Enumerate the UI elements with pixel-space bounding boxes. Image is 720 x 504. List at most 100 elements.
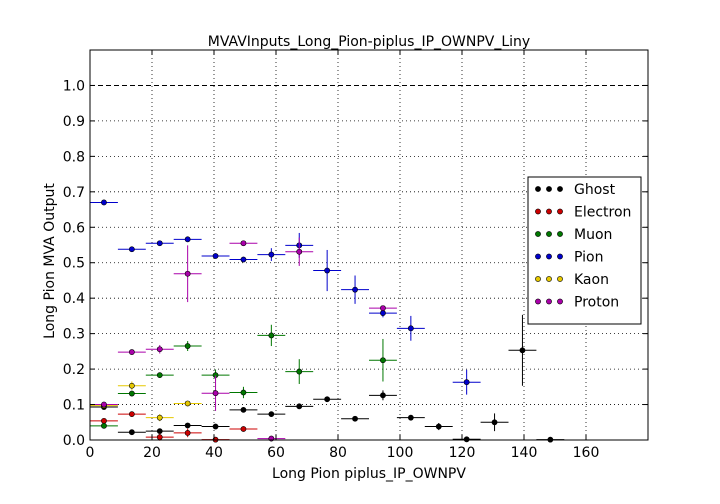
legend-marker <box>546 208 552 215</box>
x-tick-label: 140 <box>511 445 538 461</box>
y-tick-label: 0.6 <box>63 220 85 236</box>
data-point <box>324 267 331 274</box>
data-point <box>407 414 414 421</box>
legend-marker <box>546 298 552 305</box>
legend-marker <box>535 208 541 215</box>
x-tick-label: 160 <box>573 445 600 461</box>
legend-marker <box>535 231 541 237</box>
data-point <box>101 422 107 429</box>
x-tick-label: 80 <box>329 445 347 461</box>
series-pion <box>90 199 481 395</box>
legend-marker <box>557 208 563 215</box>
data-point <box>352 415 358 422</box>
x-tick-label: 40 <box>205 445 223 461</box>
data-point <box>491 419 498 426</box>
legend-marker <box>546 186 552 192</box>
x-axis-ticks: 0 20 40 60 80 100 120 140 160 <box>86 50 600 461</box>
legend-box <box>527 176 642 325</box>
y-tick-label: 0.7 <box>63 185 85 201</box>
data-point <box>156 434 163 441</box>
legend-marker <box>546 276 552 282</box>
data-point <box>463 436 470 443</box>
plot-frame <box>89 49 649 441</box>
legend-marker <box>557 231 563 237</box>
legend-item: Kaon <box>535 272 609 288</box>
data-point <box>435 423 442 430</box>
legend-marker <box>557 276 563 282</box>
data-point <box>184 422 191 429</box>
data-point <box>240 426 247 432</box>
legend-label: Kaon <box>574 272 609 288</box>
data-point <box>380 392 386 399</box>
legend: Ghost Electron Muon Pion Kaon Proton <box>527 176 642 325</box>
data-point <box>128 390 135 397</box>
legend-marker <box>546 253 552 260</box>
legend-marker <box>535 253 541 260</box>
x-tick-label: 100 <box>387 445 414 461</box>
y-axis-ticks: 0.0 0.1 0.2 0.3 0.4 0.5 0.6 0.7 0.8 0.9 1.0 <box>63 78 648 449</box>
data-point <box>156 346 163 353</box>
x-tick-label: 0 <box>86 445 95 461</box>
data-point <box>212 253 219 259</box>
data-point <box>212 390 219 397</box>
data-point <box>296 248 303 255</box>
data-point <box>268 251 275 258</box>
data-point <box>156 428 163 435</box>
data-point <box>128 246 135 253</box>
data-point <box>156 414 163 421</box>
data-point <box>184 400 191 407</box>
y-tick-label: 0.5 <box>63 256 85 272</box>
series-proton <box>90 237 397 442</box>
legend-item: Muon <box>535 227 612 243</box>
data-point <box>128 349 135 355</box>
legend-item: Proton <box>535 295 619 311</box>
data-point <box>101 401 107 408</box>
data-point <box>519 347 526 354</box>
data-point <box>101 199 107 206</box>
y-axis-label: Long Pion MVA Output <box>42 183 58 339</box>
data-point <box>296 368 303 375</box>
legend-marker <box>535 186 541 192</box>
data-point <box>407 325 414 332</box>
data-point <box>463 379 470 386</box>
legend-label: Proton <box>574 295 619 311</box>
data-point <box>212 423 219 430</box>
series-ghost <box>90 314 565 443</box>
data-point <box>240 256 247 263</box>
data-point <box>352 286 358 293</box>
legend-item: Ghost <box>535 182 616 198</box>
x-axis-label: Long Pion piplus_IP_OWNPV <box>272 466 466 482</box>
y-tick-label: 0.8 <box>63 149 85 165</box>
data-point <box>240 240 247 247</box>
data-point <box>184 343 191 349</box>
legend-marker <box>546 231 552 237</box>
data-point <box>156 372 163 379</box>
y-tick-label: 0.1 <box>63 398 85 414</box>
x-tick-label: 60 <box>267 445 285 461</box>
data-point <box>268 411 275 418</box>
data-point <box>128 429 135 436</box>
x-tick-label: 120 <box>449 445 476 461</box>
data-point <box>101 417 107 424</box>
series-electron <box>90 411 258 443</box>
data-point <box>128 382 135 389</box>
data-point <box>380 357 386 364</box>
data-series <box>90 199 565 443</box>
data-point <box>296 403 303 410</box>
data-point <box>324 396 331 403</box>
legend-label: Muon <box>574 227 612 243</box>
legend-label: Electron <box>574 205 631 221</box>
data-point <box>380 305 386 312</box>
y-tick-label: 0.3 <box>63 327 85 343</box>
legend-item: Pion <box>535 250 603 266</box>
legend-marker <box>557 253 563 260</box>
data-point <box>268 332 275 339</box>
legend-label: Ghost <box>574 182 616 198</box>
legend-marker <box>535 298 541 305</box>
x-tick-label: 20 <box>143 445 161 461</box>
series-kaon <box>90 381 202 422</box>
data-point <box>240 389 247 396</box>
legend-marker <box>535 276 541 282</box>
chart-title: MVAVInputs_Long_Pion-piplus_IP_OWNPV_Lin… <box>208 34 530 50</box>
